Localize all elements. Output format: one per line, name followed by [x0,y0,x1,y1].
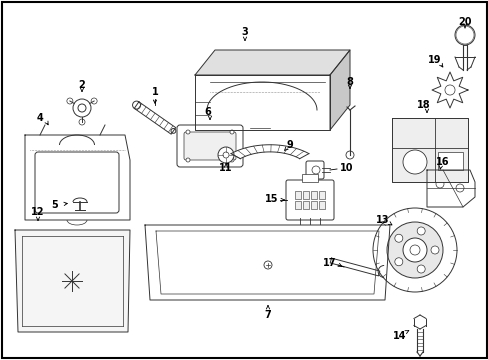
Bar [437,152,462,170]
Polygon shape [25,135,130,220]
Text: 9: 9 [286,140,293,150]
Polygon shape [195,75,329,130]
Text: 18: 18 [416,100,430,110]
Polygon shape [231,145,308,159]
Circle shape [455,26,473,44]
Text: 12: 12 [31,207,45,217]
Text: 6: 6 [204,107,211,117]
Circle shape [458,29,470,41]
Polygon shape [329,258,379,276]
Bar [310,201,316,209]
Circle shape [430,246,438,254]
Circle shape [402,238,426,262]
Circle shape [416,265,424,273]
Circle shape [454,25,474,45]
Text: 15: 15 [264,194,278,204]
Circle shape [67,98,73,104]
Circle shape [78,104,86,112]
Bar [302,174,317,182]
Circle shape [73,99,91,117]
Circle shape [171,129,176,133]
Polygon shape [15,230,130,332]
Circle shape [218,147,234,163]
Text: 13: 13 [375,215,389,225]
Circle shape [346,151,353,159]
Circle shape [435,180,443,188]
Polygon shape [391,118,467,182]
Text: 4: 4 [37,113,43,123]
Circle shape [79,119,85,125]
Bar [294,201,301,209]
Circle shape [311,166,319,174]
Bar [318,191,325,199]
Polygon shape [431,72,467,108]
FancyBboxPatch shape [183,132,236,160]
Text: 10: 10 [339,163,353,173]
Polygon shape [426,170,474,207]
Circle shape [185,130,190,134]
Text: 20: 20 [457,17,471,27]
Circle shape [91,98,97,104]
Text: 11: 11 [219,163,232,173]
Text: 19: 19 [427,55,441,65]
Polygon shape [145,225,389,300]
Bar [294,191,301,199]
Circle shape [394,258,402,266]
Circle shape [409,245,419,255]
FancyBboxPatch shape [305,161,324,179]
Circle shape [394,234,402,242]
Bar [318,201,325,209]
Circle shape [229,130,234,134]
Circle shape [372,208,456,292]
Text: 1: 1 [151,87,158,97]
Text: 14: 14 [392,331,406,341]
Circle shape [444,85,454,95]
Text: 3: 3 [241,27,248,37]
Text: 17: 17 [322,258,335,268]
FancyBboxPatch shape [35,152,119,213]
Circle shape [264,261,271,269]
Bar [303,191,308,199]
FancyBboxPatch shape [285,180,333,220]
Circle shape [455,184,463,192]
Text: 5: 5 [52,200,58,210]
Circle shape [386,222,442,278]
Text: 8: 8 [346,77,353,87]
Circle shape [223,152,228,158]
Circle shape [416,227,424,235]
Polygon shape [195,50,349,75]
Text: 16: 16 [435,157,449,167]
Circle shape [185,158,190,162]
Bar [303,201,308,209]
Polygon shape [329,50,349,130]
Circle shape [132,101,140,109]
Polygon shape [134,102,175,134]
Text: 7: 7 [264,310,271,320]
Bar [310,191,316,199]
Circle shape [229,158,234,162]
Circle shape [402,150,426,174]
FancyBboxPatch shape [177,125,243,167]
Text: 2: 2 [79,80,85,90]
